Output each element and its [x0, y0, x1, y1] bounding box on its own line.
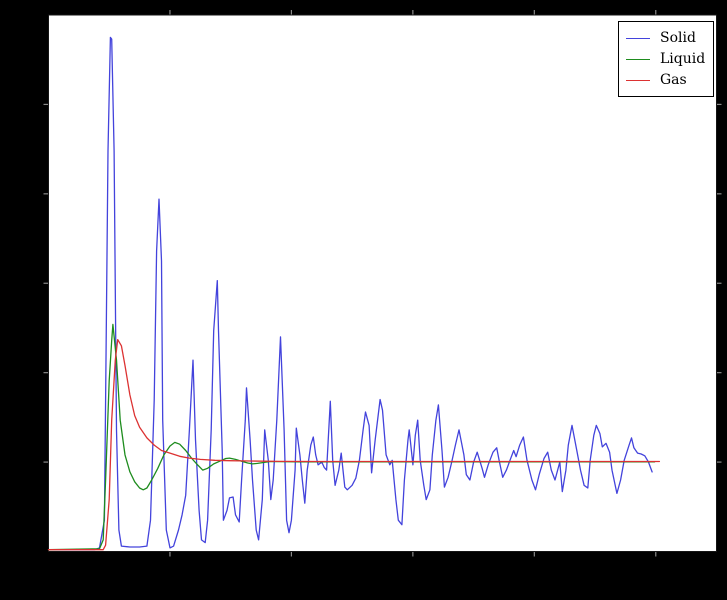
series-line-solid [47, 36, 653, 551]
legend-label-gas: Gas [660, 72, 687, 88]
series-line-gas [47, 338, 661, 551]
legend-label-solid: Solid [660, 30, 696, 46]
legend-item-solid: Solid [626, 31, 713, 45]
legend-box: Solid Liquid Gas [618, 21, 714, 97]
legend-item-gas: Gas [626, 73, 713, 87]
legend-label-liquid: Liquid [660, 51, 706, 67]
axis-ticks [43, 10, 722, 557]
plot-background [48, 14, 717, 552]
gas-line-swatch-icon [626, 79, 650, 81]
solid-line-swatch-icon [626, 37, 650, 39]
liquid-line-swatch-icon [626, 58, 650, 60]
legend-item-liquid: Liquid [626, 52, 713, 66]
